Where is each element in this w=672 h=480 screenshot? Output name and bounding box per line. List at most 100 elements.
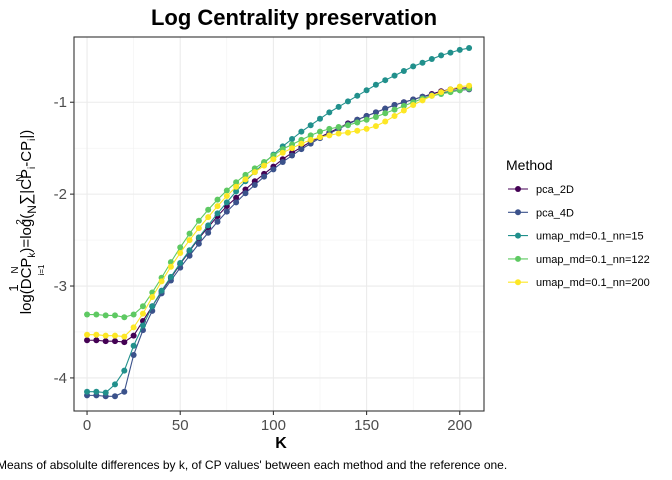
data-point xyxy=(205,229,212,236)
data-point xyxy=(130,351,137,358)
legend-item: umap_md=0.1_nn=122 xyxy=(508,254,650,266)
data-point xyxy=(214,196,221,203)
legend-item: umap_md=0.1_nn=200 xyxy=(508,277,650,289)
data-point xyxy=(382,77,389,84)
data-point xyxy=(261,173,268,180)
data-point xyxy=(130,324,137,331)
data-point xyxy=(289,136,296,142)
panel-border xyxy=(73,36,485,412)
data-point xyxy=(456,83,463,90)
data-point xyxy=(112,381,118,388)
legend-key-point xyxy=(515,232,521,239)
data-point xyxy=(223,187,230,194)
data-point xyxy=(307,136,314,143)
data-point xyxy=(372,123,379,130)
ylab-abs-open: |CP xyxy=(18,169,35,194)
y-tick-label: -3 xyxy=(54,278,67,295)
legend-key-point xyxy=(515,186,521,192)
data-point xyxy=(121,333,128,340)
chart-title: Log Centrality preservation xyxy=(151,5,437,30)
data-point xyxy=(289,145,296,152)
data-point xyxy=(177,249,184,256)
data-point xyxy=(139,310,146,317)
ylab-dash: -CP xyxy=(18,141,35,167)
data-point xyxy=(195,217,202,224)
data-point xyxy=(177,244,184,251)
legend-item: pca_4D xyxy=(508,207,574,219)
data-point xyxy=(354,92,361,99)
data-point xyxy=(410,63,417,70)
data-point xyxy=(167,273,174,280)
legend-key-point xyxy=(515,279,521,286)
data-point xyxy=(419,59,426,66)
data-point xyxy=(382,110,389,117)
data-point xyxy=(289,152,296,159)
data-point xyxy=(130,342,137,349)
data-point xyxy=(363,125,370,132)
caption: Means of absolulte differences by k, of … xyxy=(0,458,507,472)
data-point xyxy=(112,338,118,345)
data-point xyxy=(214,203,221,210)
data-point xyxy=(223,199,230,206)
data-point xyxy=(121,367,128,374)
ylab-tail: |) xyxy=(18,130,35,139)
data-point xyxy=(93,311,100,318)
data-point xyxy=(242,171,249,178)
data-point xyxy=(372,113,379,120)
ylab-cp1-sup: 2 xyxy=(15,219,26,225)
data-point xyxy=(186,252,193,259)
data-point xyxy=(456,46,463,53)
legend-key-point xyxy=(515,255,521,262)
data-point xyxy=(233,179,240,186)
x-axis-title: K xyxy=(275,435,287,452)
data-point xyxy=(326,109,333,116)
data-point xyxy=(205,206,212,213)
data-point xyxy=(335,124,342,131)
data-point xyxy=(102,312,109,319)
x-tick-label: 100 xyxy=(261,417,286,434)
data-point xyxy=(167,263,174,270)
series-4 xyxy=(84,82,473,340)
data-point xyxy=(186,237,193,244)
data-point xyxy=(233,183,240,190)
data-point xyxy=(84,337,91,344)
y-tick-label: -2 xyxy=(54,186,67,203)
data-point xyxy=(93,388,100,395)
data-point xyxy=(363,87,370,94)
data-point xyxy=(298,140,305,147)
data-point xyxy=(214,218,221,225)
data-point xyxy=(344,98,351,105)
data-point xyxy=(279,149,286,156)
data-point xyxy=(344,129,351,136)
data-point xyxy=(139,322,146,329)
data-point xyxy=(242,176,249,183)
data-point xyxy=(419,97,426,104)
ylab-sum-bottom: i=1 xyxy=(37,264,46,275)
data-point xyxy=(233,188,240,195)
data-point xyxy=(102,338,109,345)
data-point xyxy=(391,106,398,113)
x-tick-label: 50 xyxy=(172,417,189,434)
ylab-sum-sym: ∑ xyxy=(18,194,35,205)
data-point xyxy=(438,89,445,96)
data-point xyxy=(391,113,398,120)
data-point xyxy=(298,146,305,153)
y-tick-label: -1 xyxy=(54,94,67,111)
ylab-frac-num: 1 xyxy=(6,284,21,291)
legend-item: umap_md=0.1_nn=15 xyxy=(508,231,644,243)
data-point xyxy=(223,192,230,199)
data-point xyxy=(93,337,100,344)
data-point xyxy=(121,339,128,346)
legend-title: Method xyxy=(506,157,553,173)
legend-key-point xyxy=(515,209,521,216)
data-point xyxy=(130,311,137,318)
data-point xyxy=(102,389,109,396)
series-2 xyxy=(84,45,473,396)
ylab-cp2-sup: N xyxy=(15,174,26,181)
data-point xyxy=(354,119,361,126)
data-point xyxy=(251,181,258,188)
data-point xyxy=(195,240,202,247)
data-point xyxy=(326,132,333,139)
data-point xyxy=(391,72,398,79)
